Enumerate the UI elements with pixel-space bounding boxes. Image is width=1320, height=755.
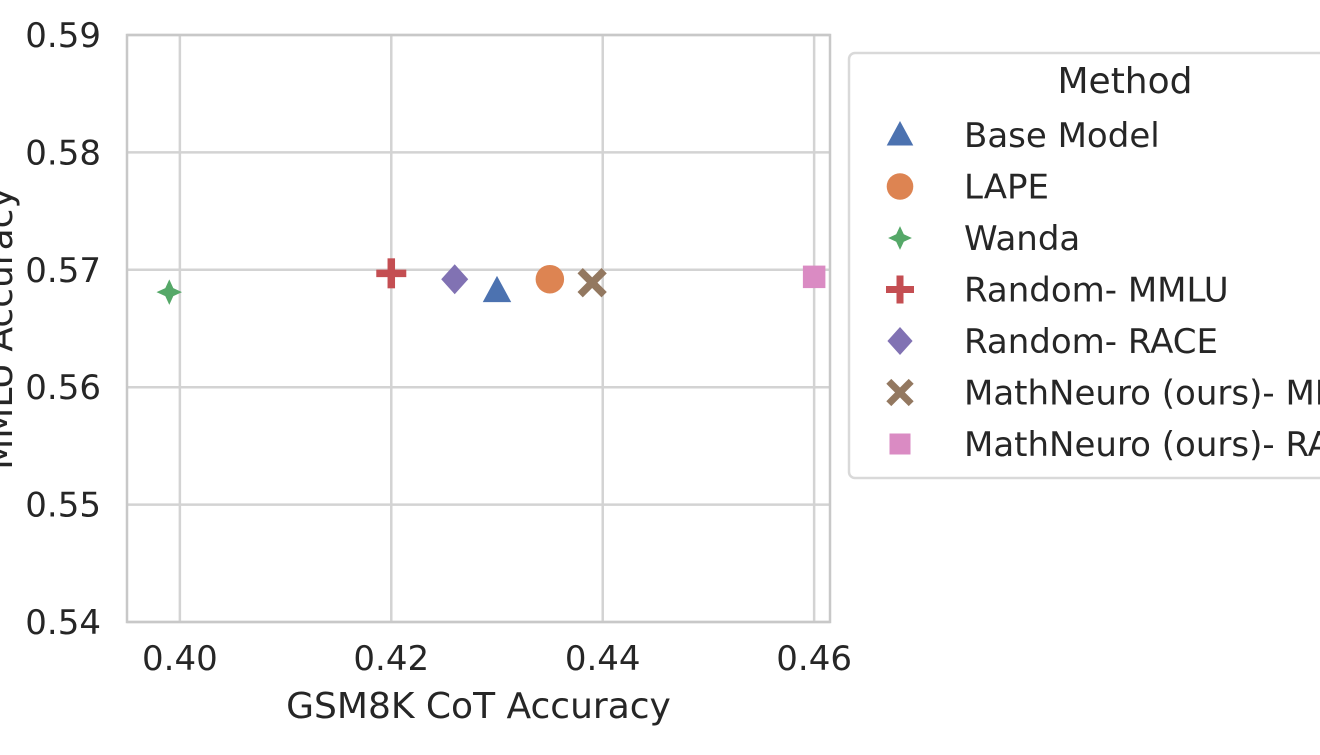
x-axis-label: GSM8K CoT Accuracy (286, 686, 671, 727)
legend-label: LAPE (964, 168, 1049, 208)
y-axis-label: MMLU Accuracy (0, 187, 21, 470)
legend-label: Base Model (964, 116, 1160, 156)
data-point-plus (376, 258, 407, 289)
x-tick-label: 0.46 (776, 639, 852, 679)
legend-marker-triangle (886, 121, 914, 146)
data-point-star (156, 279, 182, 305)
x-tick-label: 0.40 (142, 639, 218, 679)
y-tick-label: 0.54 (25, 603, 101, 643)
legend-marker-x (886, 378, 914, 407)
x-tick-label: 0.42 (353, 639, 429, 679)
plot-area (127, 35, 830, 622)
legend-label: Random- RACE (964, 322, 1218, 362)
data-point-square (802, 265, 826, 289)
legend-label: MathNeuro (ours)- MMLU (964, 374, 1320, 414)
y-tick-label: 0.57 (25, 251, 101, 291)
legend-marker-star (888, 226, 912, 250)
data-point-diamond (441, 264, 469, 295)
plot-frame (125, 33, 832, 624)
legend-marker-plus (886, 275, 914, 304)
legend-label: Random- MMLU (964, 271, 1229, 311)
legend-label: Wanda (964, 219, 1080, 259)
y-tick-label: 0.58 (25, 133, 101, 173)
legend-title: Method (1057, 61, 1192, 102)
legend-box (847, 51, 1320, 480)
y-tick-label: 0.56 (25, 368, 101, 408)
legend-label: MathNeuro (ours)- RACE (964, 425, 1320, 465)
legend-marker-square (889, 433, 911, 455)
data-point-circle (535, 264, 565, 294)
x-tick-label: 0.44 (565, 639, 641, 679)
data-point-triangle (482, 275, 512, 303)
legend-marker-diamond (887, 327, 913, 355)
y-tick-label: 0.55 (25, 486, 101, 526)
y-tick-label: 0.59 (25, 16, 101, 56)
data-point-x (577, 268, 607, 298)
legend-marker-circle (886, 173, 914, 200)
